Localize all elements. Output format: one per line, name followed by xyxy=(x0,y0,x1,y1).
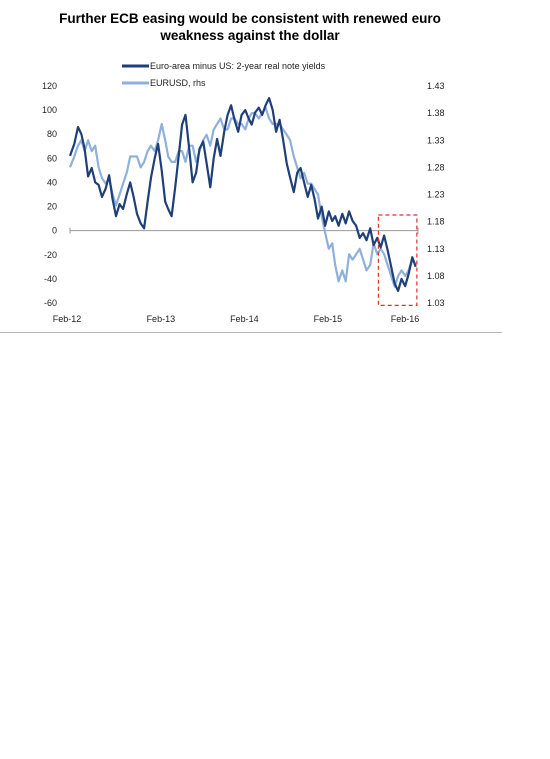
x-tick-label: Feb-12 xyxy=(53,314,82,324)
y-left-tick-label: 100 xyxy=(42,105,57,115)
y-left-tick-label: 120 xyxy=(42,81,57,91)
chart-title: Further ECB easing would be consistent w… xyxy=(0,10,500,44)
x-tick-label: Feb-13 xyxy=(147,314,176,324)
y-left-tick-label: -40 xyxy=(44,274,57,284)
x-tick-label: Feb-15 xyxy=(314,314,343,324)
y-right-tick-label: 1.13 xyxy=(427,244,445,254)
y-left-tick-label: -20 xyxy=(44,250,57,260)
y-right-tick-label: 1.38 xyxy=(427,108,445,118)
y-right-tick-label: 1.18 xyxy=(427,217,445,227)
series-line-eurusd xyxy=(68,106,417,288)
y-right-tick-label: 1.43 xyxy=(427,81,445,91)
y-right-tick-label: 1.33 xyxy=(427,135,445,145)
series-line-yield-spread xyxy=(68,96,417,292)
y-left-tick-label: 80 xyxy=(47,129,57,139)
y-right-tick-label: 1.08 xyxy=(427,271,445,281)
chart-annotation xyxy=(377,214,418,307)
chart-axes: 120 100 80 60 40 20 0 -20 -40 -60 1.43 1.38 1.33 1.28… xyxy=(42,81,445,324)
bottom-divider xyxy=(0,332,502,333)
y-left-tick-label: 60 xyxy=(47,153,57,163)
y-left-tick-label: 0 xyxy=(52,226,57,236)
y-left-tick-label: 40 xyxy=(47,177,57,187)
x-tick-label: Feb-16 xyxy=(391,314,420,324)
y-left-tick-label: 20 xyxy=(47,202,57,212)
legend-label: Euro-area minus US: 2-year real note yie… xyxy=(150,61,326,71)
highlight-box xyxy=(377,214,418,307)
y-right-tick-label: 1.28 xyxy=(427,162,445,172)
chart: Euro-area minus US: 2-year real note yie… xyxy=(42,61,445,324)
y-left-tick-label: -60 xyxy=(44,298,57,308)
chart-legend: Euro-area minus US: 2-year real note yie… xyxy=(122,61,326,88)
chart-title-line-2: weakness against the dollar xyxy=(160,28,340,43)
y-right-tick-label: 1.23 xyxy=(427,190,445,200)
chart-series xyxy=(68,96,417,292)
x-tick-label: Feb-14 xyxy=(230,314,259,324)
y-right-tick-label: 1.03 xyxy=(427,298,445,308)
chart-title-line-1: Further ECB easing would be consistent w… xyxy=(59,11,441,26)
legend-label: EURUSD, rhs xyxy=(150,78,206,88)
